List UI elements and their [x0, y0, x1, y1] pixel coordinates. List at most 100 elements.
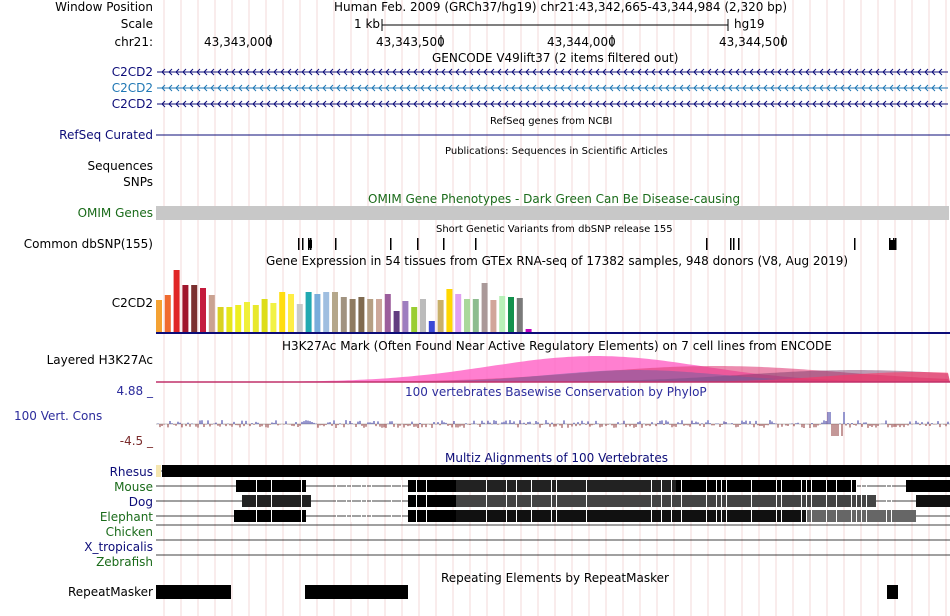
dbsnp-track[interactable] [156, 236, 950, 252]
gtex-tissue-bar[interactable] [508, 297, 514, 332]
gtex-tissue-bar[interactable] [323, 292, 330, 332]
species-label-rhesus[interactable]: Rhesus [109, 465, 153, 479]
species-label-x-tropicalis[interactable]: X_tropicalis [84, 540, 153, 554]
alignment-block[interactable] [916, 495, 950, 507]
h3k27ac-label[interactable]: Layered H3K27Ac [46, 353, 153, 367]
gtex-tissue-bar[interactable] [455, 294, 462, 332]
gtex-tissue-bar[interactable] [332, 292, 338, 332]
alignment-block[interactable] [456, 480, 676, 492]
snp-mark[interactable] [889, 240, 895, 250]
gtex-label[interactable]: C2CD2 [111, 296, 153, 310]
snp-mark[interactable] [730, 238, 732, 250]
snp-mark[interactable] [417, 238, 419, 250]
publications-label[interactable]: Sequences [87, 159, 153, 173]
gtex-tissue-bar[interactable] [164, 295, 171, 332]
gtex-tissue-bar[interactable] [446, 289, 453, 332]
gencode-gene-label[interactable]: C2CD2 [111, 81, 153, 95]
gtex-tissue-bar[interactable] [525, 329, 532, 332]
snp-mark[interactable] [706, 238, 708, 250]
snps-label[interactable]: SNPs [123, 175, 153, 189]
gtex-tissue-bar[interactable] [481, 283, 488, 332]
snp-mark[interactable] [335, 238, 337, 250]
gtex-tissue-bar[interactable] [437, 300, 444, 332]
gtex-tissue-bar[interactable] [279, 292, 286, 332]
alignment-block[interactable] [234, 510, 306, 522]
alignment-block[interactable] [408, 495, 456, 507]
gtex-tissue-bar[interactable] [156, 300, 162, 332]
species-label-zebrafish[interactable]: Zebrafish [96, 555, 153, 569]
gtex-tissue-bar[interactable] [305, 292, 312, 332]
gtex-tissue-bar[interactable] [226, 307, 233, 332]
refseq-label[interactable]: RefSeq Curated [59, 128, 153, 142]
gtex-tissue-bar[interactable] [340, 297, 347, 332]
species-label-dog[interactable]: Dog [128, 495, 153, 509]
gtex-tissue-bar[interactable] [428, 321, 435, 332]
alignment-block[interactable] [408, 480, 456, 492]
gtex-tissue-bar[interactable] [314, 294, 321, 332]
omim-label[interactable]: OMIM Genes [77, 206, 153, 220]
gtex-tissue-bar[interactable] [393, 311, 400, 332]
snp-mark[interactable] [895, 238, 897, 250]
gtex-tissue-bar[interactable] [235, 305, 242, 332]
gencode-gene-label[interactable]: C2CD2 [111, 65, 153, 79]
h3k27ac-track[interactable] [156, 350, 950, 384]
gtex-tissue-bar[interactable] [288, 294, 294, 332]
gtex-tissue-bar[interactable] [252, 305, 259, 332]
gtex-tissue-bar[interactable] [191, 285, 198, 332]
alignment-block[interactable] [676, 480, 856, 492]
snp-mark[interactable] [854, 238, 856, 250]
gtex-tissue-bar[interactable] [402, 301, 409, 332]
gtex-tissue-bar[interactable] [349, 299, 356, 332]
gtex-tissue-bar[interactable] [411, 307, 418, 332]
gtex-tissue-bar[interactable] [358, 297, 365, 332]
snp-mark[interactable] [298, 238, 300, 250]
alignment-block[interactable] [906, 480, 950, 492]
gtex-tissue-bar[interactable] [472, 299, 479, 332]
alignment-block[interactable] [242, 495, 311, 507]
gtex-tissue-bar[interactable] [376, 299, 382, 332]
gtex-tissue-bar[interactable] [217, 307, 224, 332]
gencode-track[interactable] [156, 64, 950, 112]
gtex-tissue-bar[interactable] [367, 299, 374, 332]
alignment-block[interactable] [456, 510, 806, 522]
repeatmasker-label[interactable]: RepeatMasker [67, 585, 153, 599]
gencode-gene-label[interactable]: C2CD2 [111, 97, 153, 111]
phylop-track[interactable] [156, 400, 950, 450]
species-label-mouse[interactable]: Mouse [114, 480, 153, 494]
refseq-track[interactable] [156, 128, 950, 142]
phylop-label[interactable]: 100 Vert. Cons [14, 409, 103, 423]
gtex-tissue-bar[interactable] [296, 304, 303, 332]
gtex-tissue-bar[interactable] [270, 303, 277, 332]
alignment-block[interactable] [456, 495, 876, 507]
alignment-block[interactable] [156, 465, 161, 477]
gtex-tissue-bar[interactable] [244, 302, 250, 332]
gtex-tissue-bar[interactable] [182, 285, 189, 332]
alignment-block[interactable] [162, 465, 950, 477]
snp-mark[interactable] [443, 238, 445, 250]
gtex-track[interactable] [156, 268, 950, 336]
repeatmasker-track[interactable] [156, 584, 950, 600]
snp-mark[interactable] [308, 240, 312, 248]
snp-mark[interactable] [390, 238, 392, 250]
gtex-tissue-bar[interactable] [173, 270, 180, 332]
gtex-tissue-bar[interactable] [464, 299, 470, 332]
gtex-tissue-bar[interactable] [384, 294, 391, 332]
gtex-tissue-bar[interactable] [420, 299, 426, 332]
gtex-tissue-bar[interactable] [208, 295, 215, 332]
omim-track[interactable] [156, 206, 950, 221]
gtex-tissue-bar[interactable] [200, 288, 206, 332]
gtex-tissue-bar[interactable] [499, 296, 506, 332]
snp-mark[interactable] [733, 238, 735, 250]
snp-mark[interactable] [302, 238, 304, 250]
gtex-tissue-bar[interactable] [261, 299, 268, 332]
species-label-elephant[interactable]: Elephant [99, 510, 153, 524]
gtex-tissue-bar[interactable] [516, 298, 523, 332]
alignment-block[interactable] [408, 510, 456, 522]
species-label-chicken[interactable]: Chicken [105, 525, 153, 539]
gtex-tissue-bar[interactable] [490, 300, 497, 332]
snp-mark[interactable] [738, 238, 740, 250]
multiz-track[interactable] [156, 464, 950, 570]
snp-mark[interactable] [475, 238, 477, 250]
dbsnp-label[interactable]: Common dbSNP(155) [23, 237, 153, 251]
